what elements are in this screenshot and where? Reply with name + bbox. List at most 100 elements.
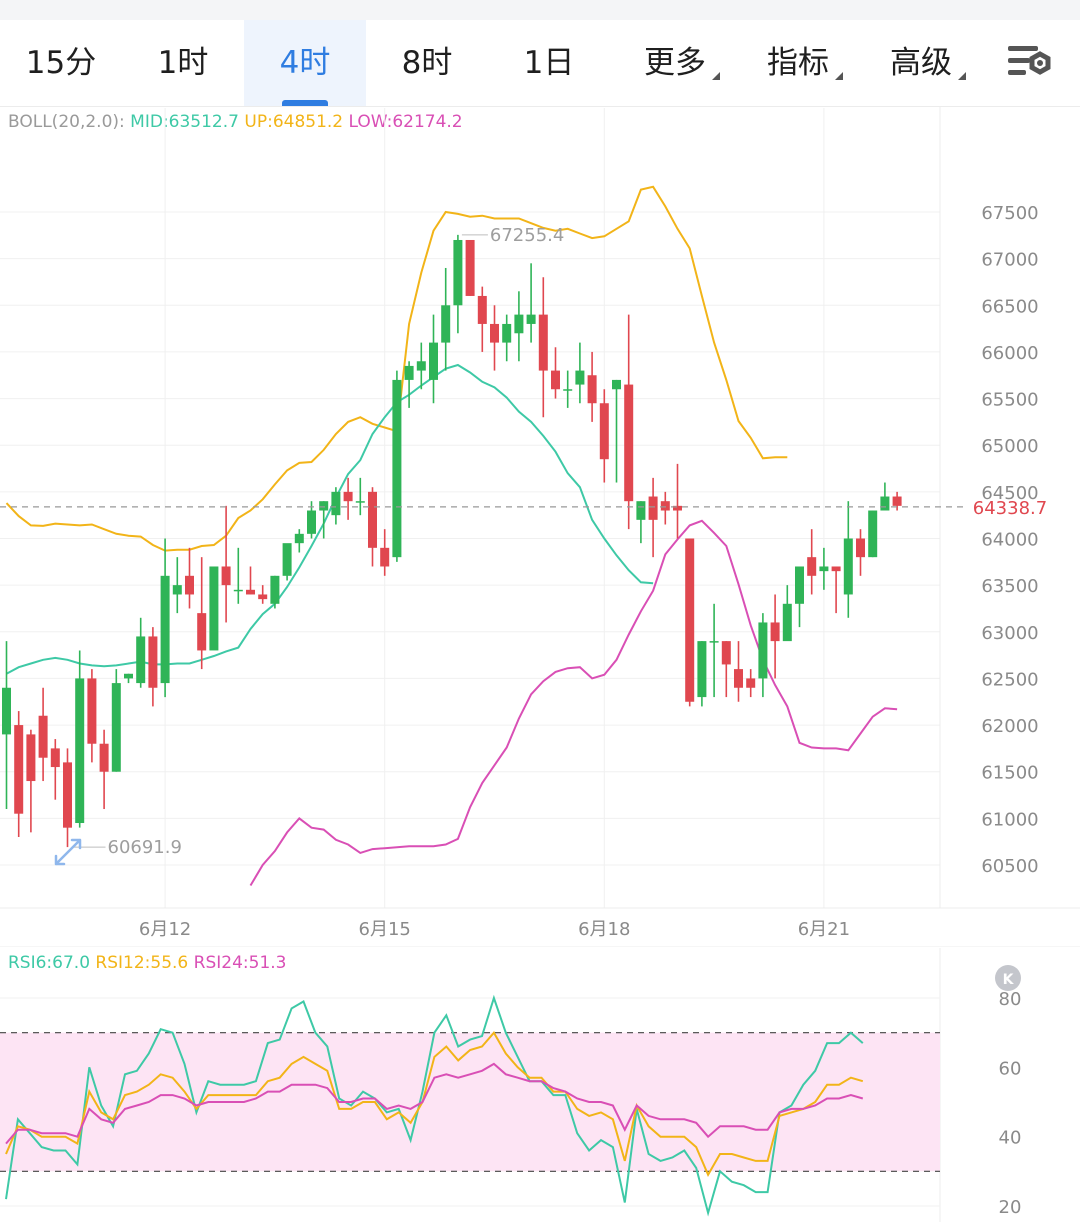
candle-body [160,575,170,684]
candle [831,566,841,614]
candle-body [868,510,878,558]
price-chart[interactable]: BOLL(20,2.0): MID:63512.7 UP:64851.2 LOW… [0,107,1080,947]
candle [868,510,878,558]
tab-label: 更多 [644,45,706,81]
y-tick-label: 65500 [981,390,1038,411]
candle [368,487,377,567]
y-tick-label: 62500 [981,669,1038,690]
tab-15m[interactable]: 15分 [0,20,122,106]
candle [197,557,207,670]
tab-indicators[interactable]: 指标 [743,20,853,106]
tab-8h[interactable]: 8时 [366,20,488,106]
dropdown-caret-icon [712,72,720,80]
rsi-y-tick-label: 20 [999,1197,1022,1218]
candle-body [380,547,390,567]
current-price-label: 64338.7 [973,498,1047,519]
candle [148,627,158,707]
candle-body [404,365,414,380]
rsi-neutral-zone [0,1032,940,1172]
candle [380,529,390,576]
rsi12-line [5,1030,864,1178]
candle [209,566,219,651]
candle [136,617,146,688]
candle [721,641,731,698]
y-tick-label: 63500 [981,576,1038,597]
candle [892,491,902,511]
candle-body [172,585,182,595]
boll-low-line [249,519,898,887]
tab-4h[interactable]: 4时 [244,20,366,106]
candle [343,477,353,520]
x-tick-label: 6月12 [139,919,191,940]
x-tick-label: 6月18 [578,919,630,940]
tab-more[interactable]: 更多 [620,20,730,106]
candle [294,529,304,553]
candle [770,594,780,679]
candle [160,538,170,698]
candle [2,641,11,810]
candle-body [490,323,499,343]
rsi-y-tick-label: 80 [999,989,1022,1010]
candle-body [429,342,438,380]
candle [75,650,85,828]
candle [538,277,548,418]
tab-advanced[interactable]: 高级 [866,20,976,106]
boll-legend-low: LOW:62174.2 [349,112,463,132]
current-price-tag-bg [970,492,1080,521]
k-line-icon[interactable]: K [995,965,1021,991]
candle-body [307,510,316,534]
chart-settings-icon[interactable] [1000,34,1060,90]
candle-body [355,501,365,503]
candle [660,491,670,525]
rsi-chart[interactable]: RSI6:67.0 RSI12:55.6 RSI24:51.3 20 40 60 80… [0,947,1080,1222]
candle-body [648,496,658,520]
candle-body [831,566,841,572]
candle [563,370,573,408]
candle [124,673,133,684]
candle-body [587,375,597,404]
y-tick-label: 64000 [981,530,1038,551]
candle [734,641,743,702]
candle-body [209,566,219,651]
candle [404,361,414,408]
candle-body [197,613,207,651]
candle-body [721,641,731,665]
candle [673,463,682,539]
candle [331,487,341,525]
candle [185,547,194,609]
rsi-y-tick-label: 60 [999,1058,1022,1079]
candle [465,239,475,296]
candle [599,389,609,483]
candle [258,585,268,604]
candle-body [343,491,353,502]
rsi24-line [5,1062,864,1145]
candle [99,729,109,810]
candle [746,669,756,698]
rsi-y-tick-label: 40 [999,1128,1022,1149]
candle [233,547,243,604]
candle-body [368,491,377,548]
candle [685,538,695,707]
candle-body [599,403,609,460]
tab-1h[interactable]: 1时 [122,20,244,106]
tab-label: 指标 [767,45,829,81]
candle-body [319,501,329,511]
candle [526,263,536,343]
y-tick-label: 62000 [981,716,1038,737]
candle-body [111,683,121,772]
candle-body [575,370,585,385]
candle-body [758,622,768,679]
candle-body [282,543,292,576]
dropdown-caret-icon [958,72,966,80]
expand-chart-icon[interactable] [54,838,82,866]
candle-body [2,687,11,735]
candle-body [734,669,743,688]
candle-body [502,323,512,343]
tab-label: 15分 [25,45,97,81]
candle [416,342,426,390]
tab-label: 1日 [523,45,575,81]
x-tick-label: 6月15 [359,919,411,940]
candle [697,641,707,707]
candle-body [526,314,536,324]
tab-1d[interactable]: 1日 [488,20,610,106]
